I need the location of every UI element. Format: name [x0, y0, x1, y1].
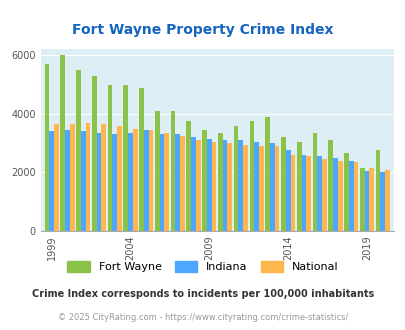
- Bar: [117, 126, 121, 231]
- Bar: [81, 131, 85, 231]
- Bar: [384, 170, 389, 231]
- Bar: [301, 155, 305, 231]
- Bar: [175, 134, 180, 231]
- Bar: [332, 158, 337, 231]
- Bar: [85, 123, 90, 231]
- Bar: [45, 64, 49, 231]
- Bar: [49, 131, 54, 231]
- Bar: [375, 150, 379, 231]
- Bar: [312, 133, 317, 231]
- Bar: [317, 156, 321, 231]
- Text: Fort Wayne Property Crime Index: Fort Wayne Property Crime Index: [72, 23, 333, 37]
- Bar: [379, 173, 384, 231]
- Bar: [274, 146, 279, 231]
- Bar: [290, 155, 294, 231]
- Bar: [217, 133, 222, 231]
- Bar: [139, 87, 143, 231]
- Bar: [70, 124, 75, 231]
- Bar: [170, 111, 175, 231]
- Text: Crime Index corresponds to incidents per 100,000 inhabitants: Crime Index corresponds to incidents per…: [32, 289, 373, 299]
- Bar: [196, 140, 200, 231]
- Text: © 2025 CityRating.com - https://www.cityrating.com/crime-statistics/: © 2025 CityRating.com - https://www.city…: [58, 313, 347, 322]
- Bar: [343, 153, 348, 231]
- Bar: [155, 111, 159, 231]
- Bar: [107, 84, 112, 231]
- Bar: [348, 161, 353, 231]
- Bar: [264, 117, 269, 231]
- Bar: [321, 159, 326, 231]
- Legend: Fort Wayne, Indiana, National: Fort Wayne, Indiana, National: [63, 256, 342, 277]
- Bar: [92, 76, 96, 231]
- Bar: [243, 145, 247, 231]
- Bar: [254, 142, 258, 231]
- Bar: [269, 143, 274, 231]
- Bar: [305, 156, 310, 231]
- Bar: [233, 126, 238, 231]
- Bar: [227, 143, 232, 231]
- Bar: [337, 161, 342, 231]
- Bar: [191, 137, 196, 231]
- Bar: [128, 133, 132, 231]
- Bar: [222, 140, 227, 231]
- Bar: [132, 129, 137, 231]
- Bar: [76, 70, 81, 231]
- Bar: [353, 162, 358, 231]
- Bar: [207, 139, 211, 231]
- Bar: [60, 55, 65, 231]
- Bar: [164, 133, 169, 231]
- Bar: [186, 121, 191, 231]
- Bar: [123, 84, 128, 231]
- Bar: [364, 171, 369, 231]
- Bar: [180, 136, 184, 231]
- Bar: [54, 124, 59, 231]
- Bar: [369, 168, 373, 231]
- Bar: [238, 140, 243, 231]
- Bar: [159, 134, 164, 231]
- Bar: [148, 130, 153, 231]
- Bar: [202, 130, 207, 231]
- Bar: [96, 133, 101, 231]
- Bar: [143, 130, 148, 231]
- Bar: [258, 146, 263, 231]
- Bar: [285, 150, 290, 231]
- Bar: [249, 121, 254, 231]
- Bar: [211, 142, 216, 231]
- Bar: [296, 142, 301, 231]
- Bar: [359, 168, 364, 231]
- Bar: [280, 137, 285, 231]
- Bar: [112, 134, 117, 231]
- Bar: [328, 140, 332, 231]
- Bar: [65, 130, 70, 231]
- Bar: [101, 124, 106, 231]
